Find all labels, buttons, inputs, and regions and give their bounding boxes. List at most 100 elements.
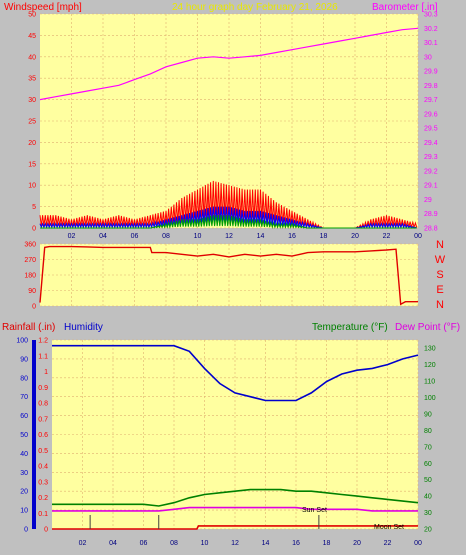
windspeed-tick: 0 xyxy=(32,226,36,233)
time-tick-label: 04 xyxy=(99,233,107,240)
windspeed-tick: 40 xyxy=(28,54,36,61)
barometer-tick: 28.8 xyxy=(424,226,438,233)
rainfall-tick: 0.8 xyxy=(38,401,48,408)
compass-label: S xyxy=(436,269,443,281)
temperature-tick: 120 xyxy=(424,362,436,369)
humidity-tick: 80 xyxy=(20,375,28,382)
temperature-tick: 20 xyxy=(424,527,432,534)
humidity-tick: 60 xyxy=(20,413,28,420)
wind-low-line xyxy=(40,215,417,230)
direction-tick: 180 xyxy=(24,273,36,280)
temperature-tick: 40 xyxy=(424,494,432,501)
rainfall-tick: 1.1 xyxy=(38,353,48,360)
windspeed-tick: 50 xyxy=(28,12,36,19)
barometer-tick-labels: 28.8 28.9 29 29.1 29.2 29.3 29.4 29.5 29.6 29.7 29… xyxy=(424,12,438,233)
humidity-temp-series xyxy=(52,344,419,530)
bottom-time-tick-labels: 02 04 06 08 10 12 14 16 18 20 22 00 xyxy=(79,540,422,547)
time-tick-label: 02 xyxy=(79,540,87,547)
event-markers xyxy=(89,515,320,529)
humidity-tick: 40 xyxy=(20,451,28,458)
time-tick-label: 16 xyxy=(288,233,296,240)
windspeed-tick-labels: 0 5 10 15 20 25 30 35 40 45 50 xyxy=(28,12,36,233)
compass-label: N xyxy=(436,239,444,251)
humidity-tick: 70 xyxy=(20,394,28,401)
rainfall-tick: 0.2 xyxy=(38,495,48,502)
humidity-tick-labels: 0 10 20 30 40 50 60 70 80 90 100 xyxy=(16,338,28,534)
temperature-line xyxy=(52,488,419,507)
barometer-line xyxy=(39,27,419,101)
barometer-tick: 29.8 xyxy=(424,83,438,90)
temperature-tick: 100 xyxy=(424,395,436,402)
temperature-tick: 70 xyxy=(424,444,432,451)
rainfall-tick: 0.3 xyxy=(38,479,48,486)
temperature-tick: 110 xyxy=(424,379,435,386)
time-tick-label: 00 xyxy=(414,540,422,547)
rainfall-tick: 0.9 xyxy=(38,385,48,392)
windspeed-tick: 25 xyxy=(28,119,36,126)
rainfall-tick: 0.5 xyxy=(38,448,48,455)
direction-degree-tick-labels: 0 90 180 270 360 xyxy=(24,242,36,311)
temperature-tick: 80 xyxy=(424,428,432,435)
barometer-tick: 29 xyxy=(424,197,432,204)
barometer-tick: 29.3 xyxy=(424,154,438,161)
compass-label: N xyxy=(436,299,444,311)
wind-direction-series xyxy=(39,245,418,306)
rainfall-tick: 0.4 xyxy=(38,464,48,471)
compass-label: W xyxy=(435,254,446,266)
barometer-tick: 29.1 xyxy=(424,183,438,190)
rainfall-tick: 0.7 xyxy=(38,416,48,423)
humidity-tick: 0 xyxy=(24,527,28,534)
direction-tick: 90 xyxy=(28,288,36,295)
windspeed-axis-title: Windspeed [mph] xyxy=(4,2,82,13)
temperature-tick: 30 xyxy=(424,510,432,517)
time-tick-label: 08 xyxy=(170,540,178,547)
wind-direction-line xyxy=(39,245,418,306)
barometer-tick: 30.2 xyxy=(424,26,438,33)
rainfall-tick: 0.6 xyxy=(38,432,48,439)
temperature-tick: 90 xyxy=(424,411,432,418)
barometer-tick: 30.3 xyxy=(424,12,438,19)
barometer-tick: 29.9 xyxy=(424,69,438,76)
humidity-tick: 10 xyxy=(20,508,28,515)
humidity-tick: 90 xyxy=(20,356,28,363)
windspeed-tick: 10 xyxy=(28,183,36,190)
rainfall-scale-bar xyxy=(32,340,36,529)
time-tick-label: 04 xyxy=(109,540,117,547)
time-tick-label: 00 xyxy=(414,233,422,240)
windspeed-tick: 20 xyxy=(28,140,36,147)
rainfall-line xyxy=(52,525,418,530)
barometer-tick: 29.4 xyxy=(424,140,438,147)
humidity-axis-title: Humidity xyxy=(64,322,103,333)
barometer-tick: 29.5 xyxy=(424,126,438,133)
time-tick-label: 20 xyxy=(351,233,359,240)
moon-set-label: Moon Set xyxy=(374,524,404,531)
time-tick-label: 22 xyxy=(383,233,391,240)
top-time-tick-labels: 02 04 06 08 10 12 14 16 18 20 22 00 xyxy=(68,233,422,240)
humidity-line xyxy=(52,344,419,402)
rainfall-axis-title: Rainfall (.in) xyxy=(2,322,55,333)
barometer-axis-title: Barometer [.in] xyxy=(372,2,438,13)
time-tick-label: 20 xyxy=(353,540,361,547)
direction-tick: 270 xyxy=(24,257,36,264)
windspeed-tick: 5 xyxy=(32,204,36,211)
time-tick-label: 14 xyxy=(257,233,265,240)
rainfall-tick: 1.2 xyxy=(38,338,48,345)
time-tick-label: 10 xyxy=(194,233,202,240)
barometer-tick: 30.1 xyxy=(424,40,438,47)
time-tick-label: 16 xyxy=(292,540,300,547)
rainfall-tick: 0 xyxy=(44,527,48,534)
direction-tick: 0 xyxy=(32,304,36,311)
time-tick-label: 14 xyxy=(262,540,270,547)
time-tick-label: 02 xyxy=(68,233,76,240)
time-tick-label: 08 xyxy=(162,233,170,240)
time-tick-label: 12 xyxy=(225,233,233,240)
rainfall-tick: 0.1 xyxy=(38,511,48,518)
time-tick-label: 06 xyxy=(140,540,148,547)
windspeed-tick: 30 xyxy=(28,97,36,104)
temperature-axis-title: Temperature (°F) xyxy=(312,322,388,333)
humidity-tick: 50 xyxy=(20,432,28,439)
sun-set-label: Sun Set xyxy=(302,507,327,514)
humidity-tick: 30 xyxy=(20,470,28,477)
